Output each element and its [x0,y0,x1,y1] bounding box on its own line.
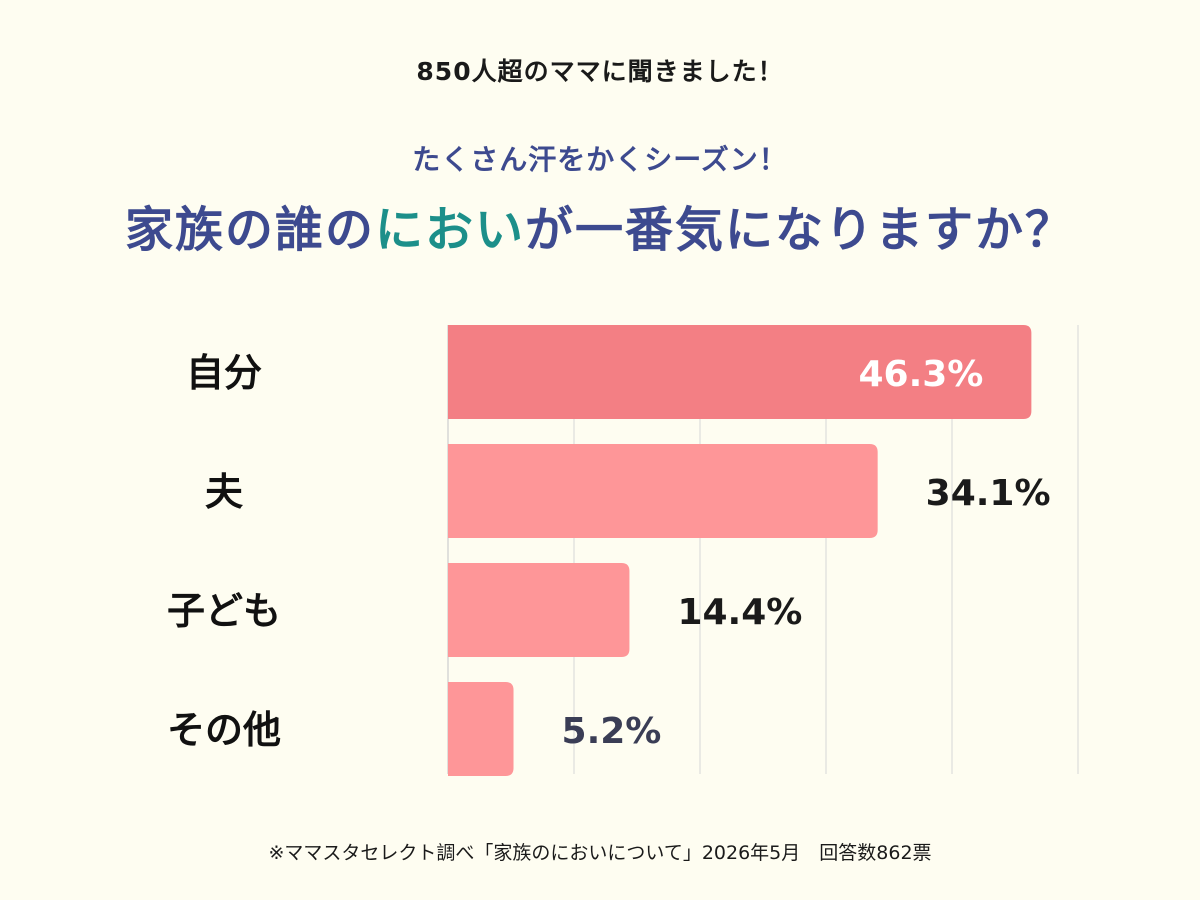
bar-4 [448,682,514,776]
bar-chart: 自分 46.3% 夫 34.1% 子ども 14.4% その他 5.2% [167,325,1079,776]
value-label: 5.2% [562,711,662,752]
value-label: 14.4% [677,592,802,633]
category-label: その他 [167,708,281,752]
bar-1 [448,325,1032,419]
title-part1: 家族の誰の [124,202,375,258]
subtitle: たくさん汗をかくシーズン！ [412,143,788,176]
source-footnote: ※ママスタセレクト調べ「家族のにおいについて」2026年5月 回答数862票 [268,842,932,864]
title-highlight: におい [374,202,525,258]
bar-2 [448,444,878,538]
bar-3 [448,563,630,657]
category-label: 子ども [167,589,281,633]
category-label: 夫 [205,470,243,514]
value-label: 46.3% [858,354,983,395]
value-label: 34.1% [926,473,1051,514]
chart-title: 家族の誰のにおいが一番気になりますか？ [0,190,1200,260]
title-part2: が一番気になりますか？ [525,202,1076,258]
top-note: 850人超のママに聞きました！ [416,57,784,86]
category-label: 自分 [186,351,262,395]
